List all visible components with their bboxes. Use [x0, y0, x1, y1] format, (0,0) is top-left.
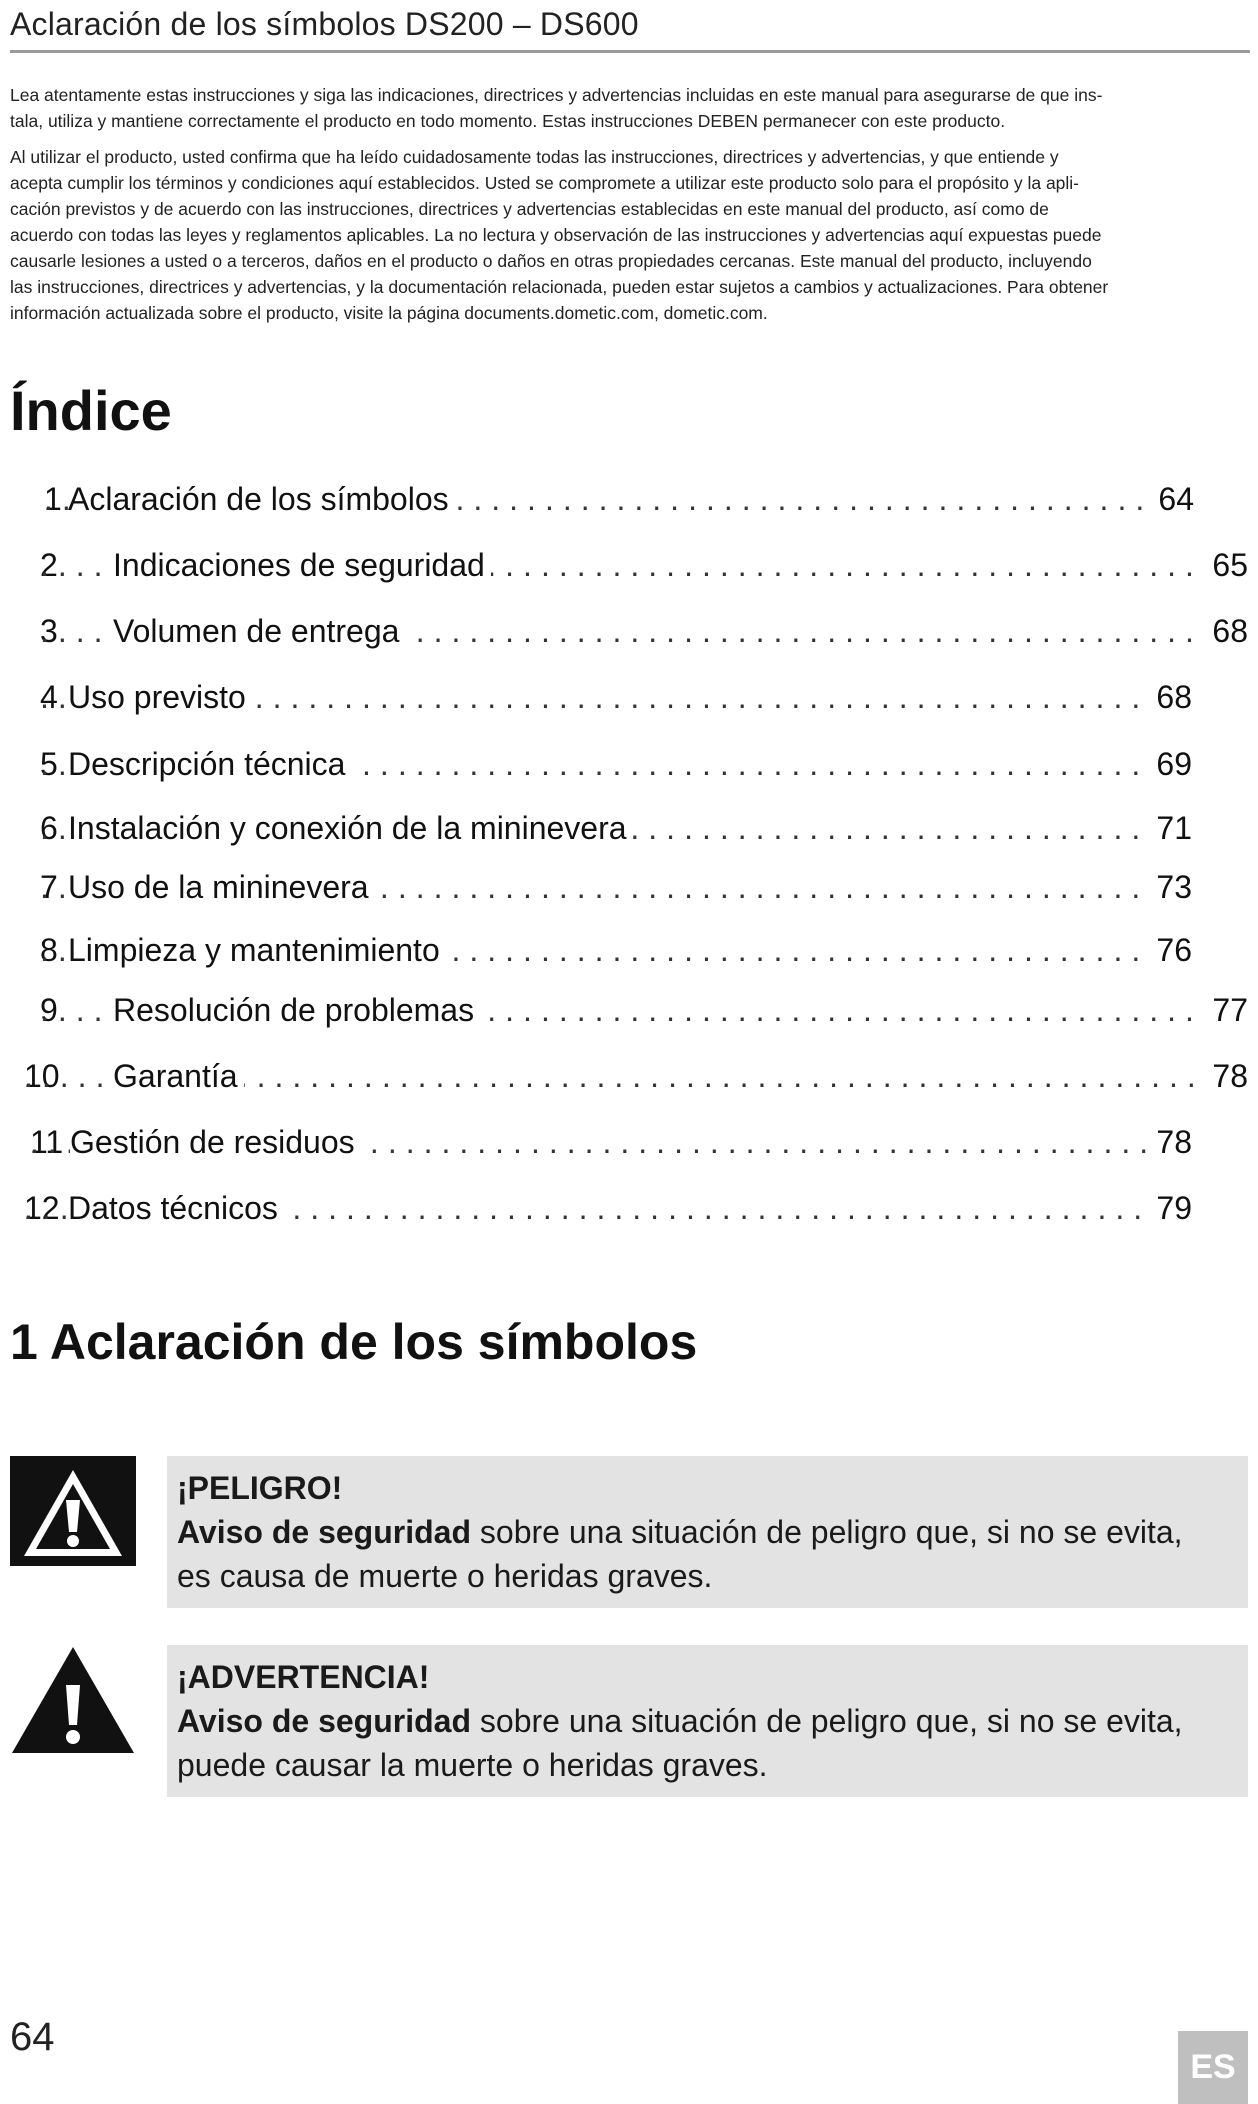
toc-entry-title: Uso de la mininevera	[68, 862, 375, 912]
table-of-contents: ........................................…	[0, 0, 1258, 1233]
toc-entry-number: 2	[40, 547, 58, 583]
intro-paragraph-2: Al utilizar el producto, usted confirma …	[10, 144, 1250, 326]
toc-entry-number: 12	[24, 1190, 60, 1226]
intro-line: información actualizada sobre el product…	[10, 303, 768, 323]
toc-entry-title: Garantía	[113, 1051, 244, 1101]
toc-entry-title: Volumen de entrega	[113, 606, 406, 656]
header-rule	[10, 50, 1250, 53]
notice-text: sobre una situación de peligro que, si n…	[471, 1703, 1183, 1739]
intro-line: tala, utiliza y mantiene correctamente e…	[10, 111, 1006, 131]
toc-entry-11[interactable]: ........................................…	[30, 1117, 1192, 1167]
toc-entry-number: 8	[40, 932, 58, 968]
notice-bold-label: Aviso de seguridad	[177, 1514, 471, 1550]
toc-entry-12[interactable]: ........................................…	[24, 1183, 1192, 1233]
toc-entry-2[interactable]: ........................................…	[40, 540, 1248, 590]
toc-entry-number: 7	[40, 869, 58, 905]
intro-line: Al utilizar el producto, usted confirma …	[10, 147, 1059, 167]
toc-entry-number: 9	[40, 992, 58, 1028]
intro-line: acepta cumplir los términos y condicione…	[10, 173, 1080, 193]
notice-bold-label: Aviso de seguridad	[177, 1703, 471, 1739]
toc-entry-8[interactable]: ........................................…	[40, 925, 1192, 975]
toc-entry-page: 68	[1204, 606, 1248, 656]
intro-line: causarle lesiones a usted o a terceros, …	[10, 251, 1092, 271]
language-tab: ES	[1178, 2031, 1248, 2104]
toc-entry-page: 76	[1148, 925, 1192, 975]
toc-entry-5[interactable]: ........................................…	[40, 739, 1192, 789]
toc-entry-page: 64	[1150, 474, 1194, 524]
toc-entry-page: 73	[1148, 862, 1192, 912]
toc-entry-number: 1	[44, 481, 62, 517]
toc-entry-page: 78	[1204, 1051, 1248, 1101]
toc-entry-number: 3	[40, 613, 58, 649]
toc-entry-page: 79	[1148, 1183, 1192, 1233]
intro-line: las instrucciones, directrices y adverte…	[10, 277, 1109, 297]
toc-entry-number: 4	[40, 679, 58, 715]
danger-icon	[10, 1456, 136, 1566]
toc-entry-number: 5	[40, 746, 58, 782]
toc-entry-page: 68	[1148, 672, 1192, 722]
notice-text: puede causar la muerte o heridas graves.	[177, 1747, 768, 1783]
toc-entry-title: Datos técnicos	[68, 1183, 284, 1233]
toc-entry-9[interactable]: ........................................…	[40, 985, 1248, 1035]
toc-entry-title: Gestión de residuos	[70, 1117, 361, 1167]
toc-entry-number: 11	[30, 1124, 64, 1160]
notice-title: ¡ADVERTENCIA!	[177, 1659, 430, 1695]
intro-line: cación previstos y de acuerdo con las in…	[10, 199, 1049, 219]
notice-title: ¡PELIGRO!	[177, 1470, 343, 1506]
toc-heading: Índice	[10, 379, 172, 442]
toc-entry-title: Resolución de problemas	[113, 985, 481, 1035]
toc-entry-title: Uso previsto	[68, 672, 252, 722]
toc-entry-page: 69	[1148, 739, 1192, 789]
toc-entry-page: 78	[1148, 1117, 1192, 1167]
page-number: 64	[10, 2015, 55, 2059]
intro-line: Lea atentamente estas instrucciones y si…	[10, 85, 1103, 105]
toc-entry-title: Descripción técnica	[68, 739, 352, 789]
toc-entry-7[interactable]: ........................................…	[40, 862, 1192, 912]
toc-entry-number: 6	[40, 810, 58, 846]
intro-paragraph-1: Lea atentamente estas instrucciones y si…	[10, 82, 1250, 134]
notice-text: sobre una situación de peligro que, si n…	[471, 1514, 1183, 1550]
toc-entry-title: Limpieza y mantenimiento	[68, 925, 446, 975]
toc-entry-page: 71	[1148, 803, 1192, 853]
toc-entry-page: 77	[1204, 985, 1248, 1035]
notice-text: es causa de muerte o heridas graves.	[177, 1558, 713, 1594]
toc-entry-title: Instalación y conexión de la mininevera	[68, 803, 633, 853]
warning-icon	[12, 1647, 134, 1753]
warning-notice: ¡ADVERTENCIA! Aviso de seguridad sobre u…	[167, 1645, 1248, 1797]
toc-entry-6[interactable]: ........................................…	[40, 803, 1192, 853]
page-header-title: Aclaración de los símbolos DS200 – DS600	[10, 6, 639, 42]
section-1-heading: 1 Aclaración de los símbolos	[10, 1314, 698, 1370]
toc-entry-3[interactable]: ........................................…	[40, 606, 1248, 656]
toc-entry-4[interactable]: ........................................…	[40, 672, 1192, 722]
toc-entry-title: Aclaración de los símbolos	[68, 474, 455, 524]
intro-line: acuerdo con todas las leyes y reglamento…	[10, 225, 1102, 245]
toc-entry-1[interactable]: ........................................…	[44, 474, 1194, 524]
danger-notice: ¡PELIGRO! Aviso de seguridad sobre una s…	[167, 1456, 1248, 1608]
toc-entry-number: 10	[24, 1058, 60, 1094]
toc-entry-10[interactable]: ........................................…	[24, 1051, 1248, 1101]
toc-entry-page: 65	[1204, 540, 1248, 590]
toc-entry-title: Indicaciones de seguridad	[113, 540, 491, 590]
